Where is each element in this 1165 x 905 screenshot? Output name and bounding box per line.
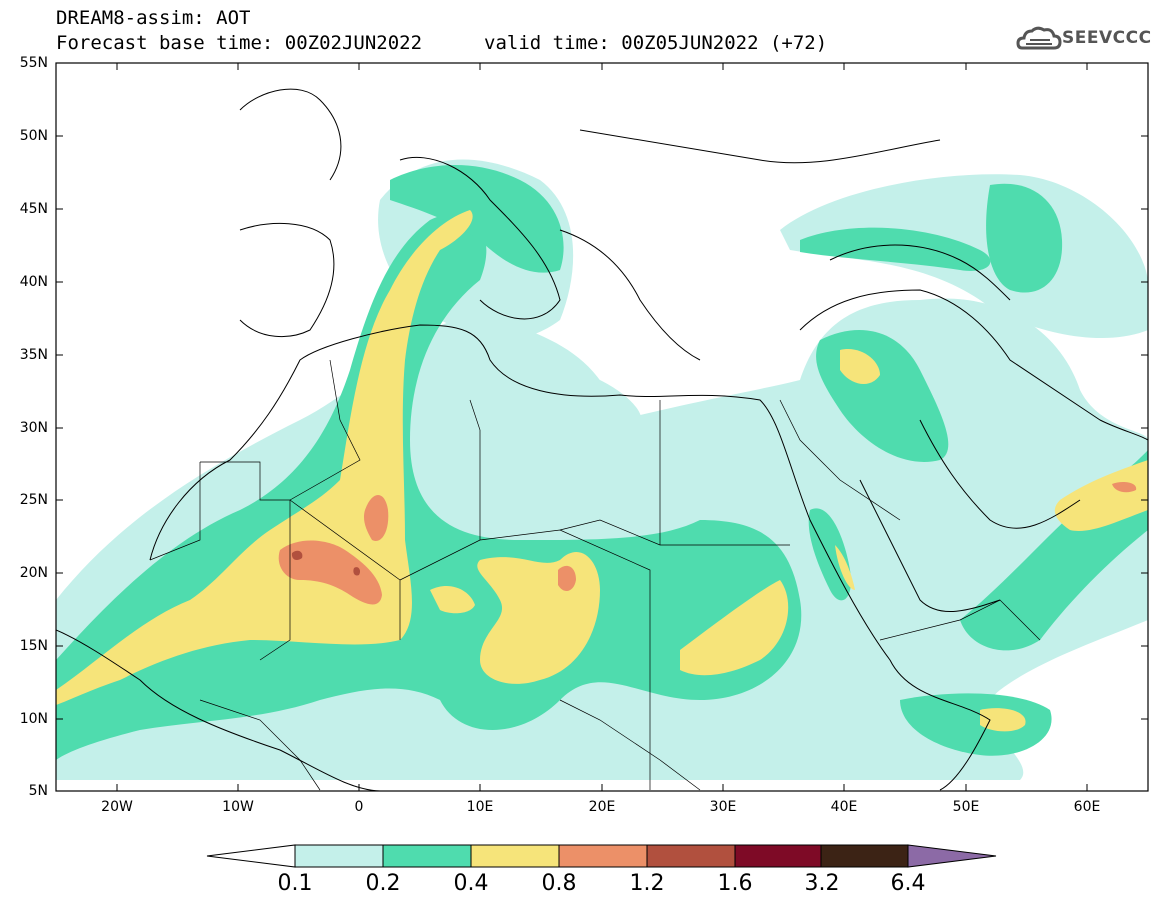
lat-label: 30N (19, 420, 48, 436)
colorbar-label: 0.8 (541, 871, 577, 896)
lat-label: 55N (19, 55, 48, 71)
lat-label: 40N (19, 274, 48, 290)
colorbar-bin-4 (558, 844, 648, 868)
lat-label: 10N (19, 711, 48, 727)
colorbar-label: 1.6 (717, 871, 753, 896)
colorbar-label: 0.2 (365, 871, 401, 896)
lat-label: 15N (19, 638, 48, 654)
colorbar-bin-7 (820, 844, 909, 868)
colorbar-label: 1.2 (629, 871, 665, 896)
colorbar-bin-5 (646, 844, 736, 868)
colorbar-bin-3 (470, 844, 560, 868)
colorbar-bin-2 (382, 844, 472, 868)
lon-label: 30E (709, 799, 737, 815)
colorbar-label: 0.4 (453, 871, 489, 896)
title-valid-time: valid time: 00Z05JUN2022 (+72) (484, 32, 828, 54)
lat-label: 35N (19, 347, 48, 363)
lon-label: 60E (1073, 799, 1101, 815)
lat-label: 5N (28, 783, 48, 799)
aot-field (56, 88, 1148, 791)
title-line-1: DREAM8-assim: AOT (56, 7, 251, 29)
colorbar-label: 6.4 (890, 871, 926, 896)
colorbar-label: 0.1 (277, 871, 313, 896)
colorbar (206, 844, 997, 868)
lon-label: 40E (830, 799, 858, 815)
lon-label: 10W (222, 799, 254, 815)
colorbar-label: 3.2 (804, 871, 840, 896)
colorbar-right-arrow (907, 844, 997, 868)
colorbar-bin-6 (734, 844, 822, 868)
lat-label: 25N (19, 492, 48, 508)
lon-label: 20E (588, 799, 616, 815)
lat-label: 45N (19, 201, 48, 217)
colorbar-left-arrow (206, 844, 296, 868)
lat-label: 20N (19, 565, 48, 581)
lon-label: 0 (354, 799, 364, 815)
logo-text: SEEVCCC (1062, 28, 1152, 48)
lon-label: 10E (466, 799, 494, 815)
title-base-time: Forecast base time: 00Z02JUN2022 (56, 32, 423, 54)
lat-label: 50N (19, 128, 48, 144)
lon-label: 50E (952, 799, 980, 815)
axis-ticks (56, 62, 1148, 791)
cloud-icon (1016, 26, 1062, 50)
lon-label: 20W (101, 799, 133, 815)
colorbar-bin-1 (294, 844, 384, 868)
